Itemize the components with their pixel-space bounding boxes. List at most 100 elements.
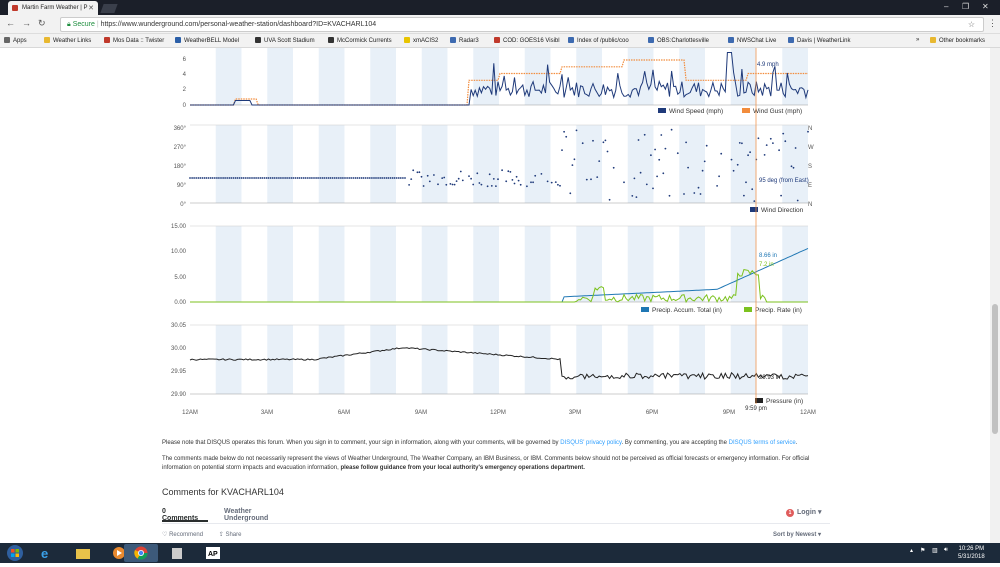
ap-news-icon[interactable]: AP [196,544,230,562]
back-icon[interactable]: ← [6,18,15,28]
disqus-privacy-link[interactable]: DISQUS' privacy policy [560,440,622,446]
bookmark-xmacis2[interactable]: xmACIS2 [404,37,438,44]
system-clock[interactable]: 10:26 PM 5/31/2018 [958,546,985,560]
recommend-button[interactable]: ♡ Recommend [162,532,204,538]
direction-dot [366,177,369,179]
direction-dot [792,166,795,169]
direction-dot [526,185,528,188]
hour-band [421,325,448,394]
bookmark-weather-links[interactable]: Weather Links [44,37,91,44]
maximize-icon[interactable]: ❐ [962,2,970,11]
direction-dot [517,179,520,182]
hour-band [370,226,396,302]
direction-dot [676,152,679,155]
minimize-icon[interactable]: – [944,2,949,11]
bookmark-index-public[interactable]: Index of /public/coo [568,37,629,44]
direction-dot [445,183,448,186]
bookmark-cod-goes16[interactable]: COD: GOES16 Visibl [494,37,560,44]
windows-start-icon[interactable] [2,544,28,562]
login-button[interactable]: 1 Login ▾ [786,508,822,517]
bookmark-uva-stadium[interactable]: UVA Scott Stadium [255,37,315,44]
new-tab-button[interactable] [100,4,118,13]
other-bookmarks[interactable]: Other bookmarks [930,37,985,44]
legend-precip-total[interactable]: Precip. Accum. Total (in) [652,307,722,314]
close-window-icon[interactable]: ✕ [982,2,989,11]
direction-dot [249,177,251,179]
bookmark-mccormick[interactable]: McCormick Currents [328,37,392,44]
legend-precip-rate[interactable]: Precip. Rate (in) [755,307,802,314]
close-tab-icon[interactable]: ✕ [88,5,94,12]
direction-dot [222,177,225,179]
direction-dot [778,149,780,152]
folder-icon [930,37,936,43]
direction-dot [358,177,361,179]
direction-dot [623,181,625,184]
legend-wind-speed[interactable]: Wind Speed (mph) [669,108,723,115]
direction-dot [271,177,274,179]
sort-dropdown[interactable]: Sort by Newest ▾ [773,532,822,538]
network-icon[interactable]: ▥ [932,548,938,554]
comment-actions: ♡ Recommend ⇪ Share [162,531,241,538]
bookmark-davis-weatherlink[interactable]: Davis | WeatherLink [788,37,850,44]
direction-dot [784,140,787,143]
direction-dot [323,177,326,179]
bookmark-mos-data[interactable]: Mos Data :: Twister [104,37,164,44]
calculator-icon[interactable] [160,544,194,562]
browser-toolbar: ← → ↻ 🔒︎ Secure | https://www.wundergrou… [0,15,1000,34]
file-explorer-icon[interactable] [66,544,100,562]
page-scrollbar[interactable] [990,48,1000,543]
scrollbar-thumb[interactable] [992,304,998,434]
bookmark-radar3[interactable]: Radar3 [450,37,479,44]
bookmark-star-icon[interactable]: ☆ [967,20,975,29]
tray-flag-icon[interactable]: ⚑ [920,548,926,554]
tab-comments-count[interactable]: 0 Comments [162,508,209,522]
direction-dot [251,177,253,179]
internet-explorer-icon[interactable]: e [30,544,64,562]
hour-band [421,226,448,302]
disqus-terms-link[interactable]: DISQUS terms of service [728,440,796,446]
direction-dot [422,185,425,187]
direction-dot [311,177,313,179]
bookmarks-overflow-icon[interactable]: » [916,37,920,43]
hour-band [679,125,705,203]
legend-pressure[interactable]: Pressure (in) [766,398,803,405]
direction-dot [701,169,704,172]
direction-dot [550,181,553,184]
menu-icon[interactable]: ⋮ [988,18,997,28]
wind-annotation: 4.9 mph [757,62,779,68]
bookmark-nwschat[interactable]: NWSChat Live [728,37,776,44]
legend-wind-gust[interactable]: Wind Gust (mph) [753,108,802,115]
direction-dot [255,177,257,179]
media-player-icon[interactable] [102,544,136,562]
reload-icon[interactable]: ↻ [38,18,46,28]
direction-dot [490,185,493,187]
direction-dot [559,184,561,187]
direction-dot [294,177,297,179]
address-bar[interactable]: 🔒︎ Secure | https://www.wunderground.com… [60,17,984,32]
pressure-tick: 30.00 [171,346,187,352]
svg-text:AP: AP [208,551,218,558]
direction-dot [426,174,429,177]
direction-tick: 180° [174,164,187,170]
bookmark-weatherbell[interactable]: WeatherBELL Model [175,37,239,44]
direction-dot [540,173,543,175]
direction-dot [267,177,270,179]
forward-icon[interactable]: → [22,18,31,28]
chrome-icon[interactable] [124,544,158,562]
bookmark-obs-charlottesville[interactable]: OBS:Charlottesville [648,37,709,44]
cursor-time: 9:59 pm [745,406,767,412]
volume-icon[interactable]: 🔊︎ [944,547,948,553]
direction-dot [259,177,262,179]
apps-bookmark[interactable]: Apps [4,37,27,44]
browser-tab[interactable]: Martin Farm Weather | P ✕ [8,1,98,15]
share-button[interactable]: ⇪ Share [218,532,242,538]
legend-wind-direction[interactable]: Wind Direction [761,207,804,214]
tab-weather-underground[interactable]: Weather Underground [224,508,269,522]
direction-dot [573,158,576,161]
direction-dot [741,142,743,145]
legend-swatch-direction [750,207,758,212]
direction-dot [658,158,661,161]
precip-tick: 10.00 [171,249,187,255]
tray-arrow-icon[interactable]: ▴ [910,548,914,554]
precip-tick: 5.00 [174,275,186,281]
